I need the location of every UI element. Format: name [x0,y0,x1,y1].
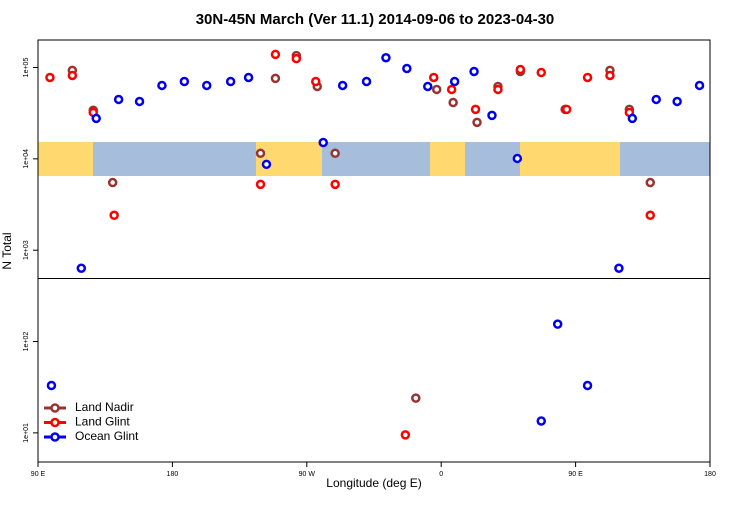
point [423,81,433,92]
x-tick-label: 90 E [568,471,583,478]
point [536,416,547,426]
point [270,49,281,60]
point [515,64,526,75]
point [512,153,523,164]
point [605,70,615,81]
point [255,148,266,159]
plot-frame [37,39,711,463]
chart-title: 30N-45N March (Ver 11.1) 2014-09-06 to 2… [196,11,555,28]
point [179,76,190,87]
point [109,210,119,221]
y-tick-label: 1e+04 [23,149,30,169]
point [225,76,236,87]
point [645,210,656,221]
point [107,177,118,188]
point [113,94,124,105]
point [469,66,479,77]
point [91,113,101,124]
point [243,72,254,83]
point [582,380,593,391]
point [330,179,340,190]
point [46,380,57,391]
point [330,148,340,159]
point [67,70,78,81]
point [446,84,457,95]
legend-label: Land Nadir [75,400,134,414]
legend-label: Ocean Glint [75,429,139,443]
x-tick-label: 0 [439,471,443,478]
x-tick-label: 180 [167,471,179,478]
legend-marker [50,417,60,428]
point [627,113,638,124]
point [470,104,481,115]
x-axis-label: Longitude (deg E) [326,476,421,490]
legend-marker [50,403,60,413]
point [448,97,458,108]
point [311,76,321,87]
point [291,53,302,64]
point [270,73,281,84]
point [318,137,328,148]
y-tick-label: 1e+05 [23,58,30,78]
point [582,72,593,83]
point [493,84,503,95]
map-band [38,142,710,176]
point [76,263,87,273]
point [411,393,421,403]
point [337,80,348,91]
point [614,263,624,273]
x-tick-label: 90 W [299,471,316,478]
y-axis-label: N Total [0,232,14,269]
point [645,177,656,188]
point [431,84,442,95]
point [536,67,547,78]
point [487,110,497,121]
point [381,52,391,63]
point [428,72,439,83]
x-tick-label: 180 [704,471,716,478]
point [134,96,145,107]
point [651,94,661,105]
point [552,319,563,329]
point [255,179,266,190]
point [361,76,372,87]
point [402,63,412,74]
legend-label: Land Glint [75,415,130,429]
y-tick-label: 1e+01 [23,423,30,443]
legend-marker [50,432,60,442]
point [45,72,55,83]
point [694,80,705,91]
y-tick-label: 1e+02 [23,332,30,352]
point [261,159,272,170]
point [672,96,682,107]
point [201,80,212,91]
point [561,104,572,115]
y-tick-label: 1e+03 [23,240,30,260]
point [472,117,482,128]
x-tick-label: 90 E [31,471,46,478]
point [157,80,167,91]
point [400,430,411,440]
point [449,76,460,87]
